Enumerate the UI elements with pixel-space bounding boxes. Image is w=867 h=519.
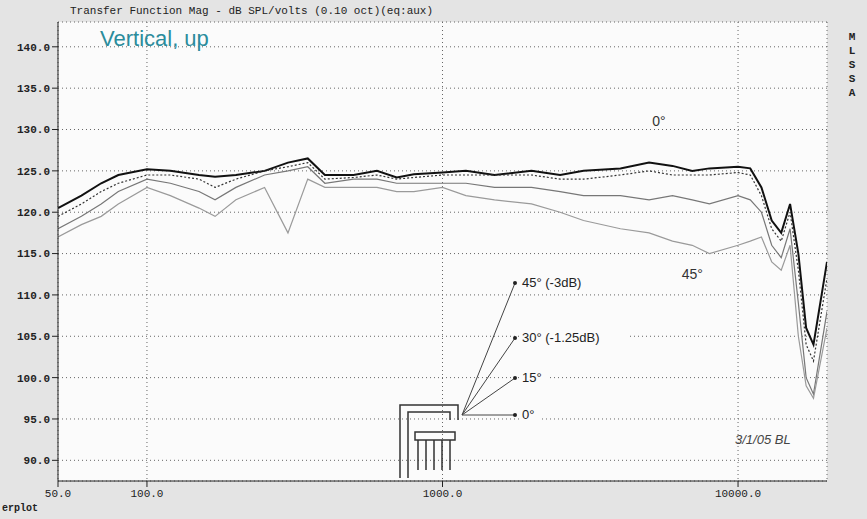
html-text:erplot: erplot bbox=[2, 503, 38, 514]
svg-text:100.0: 100.0 bbox=[17, 373, 50, 385]
html-text:S: S bbox=[848, 73, 856, 85]
svg-text:120.0: 120.0 bbox=[17, 207, 50, 219]
svg-text:45° (-3dB): 45° (-3dB) bbox=[522, 275, 581, 290]
svg-text:95.0: 95.0 bbox=[24, 414, 50, 426]
svg-text:30° (-1.25dB): 30° (-1.25dB) bbox=[522, 330, 599, 345]
svg-text:130.0: 130.0 bbox=[17, 124, 50, 136]
html-text:L: L bbox=[848, 45, 856, 57]
html-text:S: S bbox=[848, 59, 856, 71]
html-text:Transfer Function Mag - dB SPL: Transfer Function Mag - dB SPL/volts (0.… bbox=[70, 5, 434, 17]
html-text:Vertical, up: Vertical, up bbox=[100, 26, 209, 51]
svg-text:140.0: 140.0 bbox=[17, 42, 50, 54]
html-text:M: M bbox=[848, 31, 856, 43]
svg-text:105.0: 105.0 bbox=[17, 331, 50, 343]
svg-text:50.0: 50.0 bbox=[45, 488, 71, 500]
svg-text:10000.0: 10000.0 bbox=[715, 488, 761, 500]
svg-text:135.0: 135.0 bbox=[17, 83, 50, 95]
svg-text:15°: 15° bbox=[522, 370, 542, 385]
svg-text:125.0: 125.0 bbox=[17, 166, 50, 178]
svg-text:90.0: 90.0 bbox=[24, 455, 50, 467]
html-text:A: A bbox=[848, 87, 856, 99]
svg-text:100.0: 100.0 bbox=[130, 488, 163, 500]
svg-text:115.0: 115.0 bbox=[17, 248, 50, 260]
svg-text:45°: 45° bbox=[682, 266, 703, 282]
svg-text:1000.0: 1000.0 bbox=[423, 488, 463, 500]
html-text:3/1/05 BL: 3/1/05 BL bbox=[735, 432, 791, 447]
svg-text:110.0: 110.0 bbox=[17, 290, 50, 302]
svg-text:0°: 0° bbox=[522, 407, 534, 422]
svg-text:0°: 0° bbox=[652, 113, 665, 129]
